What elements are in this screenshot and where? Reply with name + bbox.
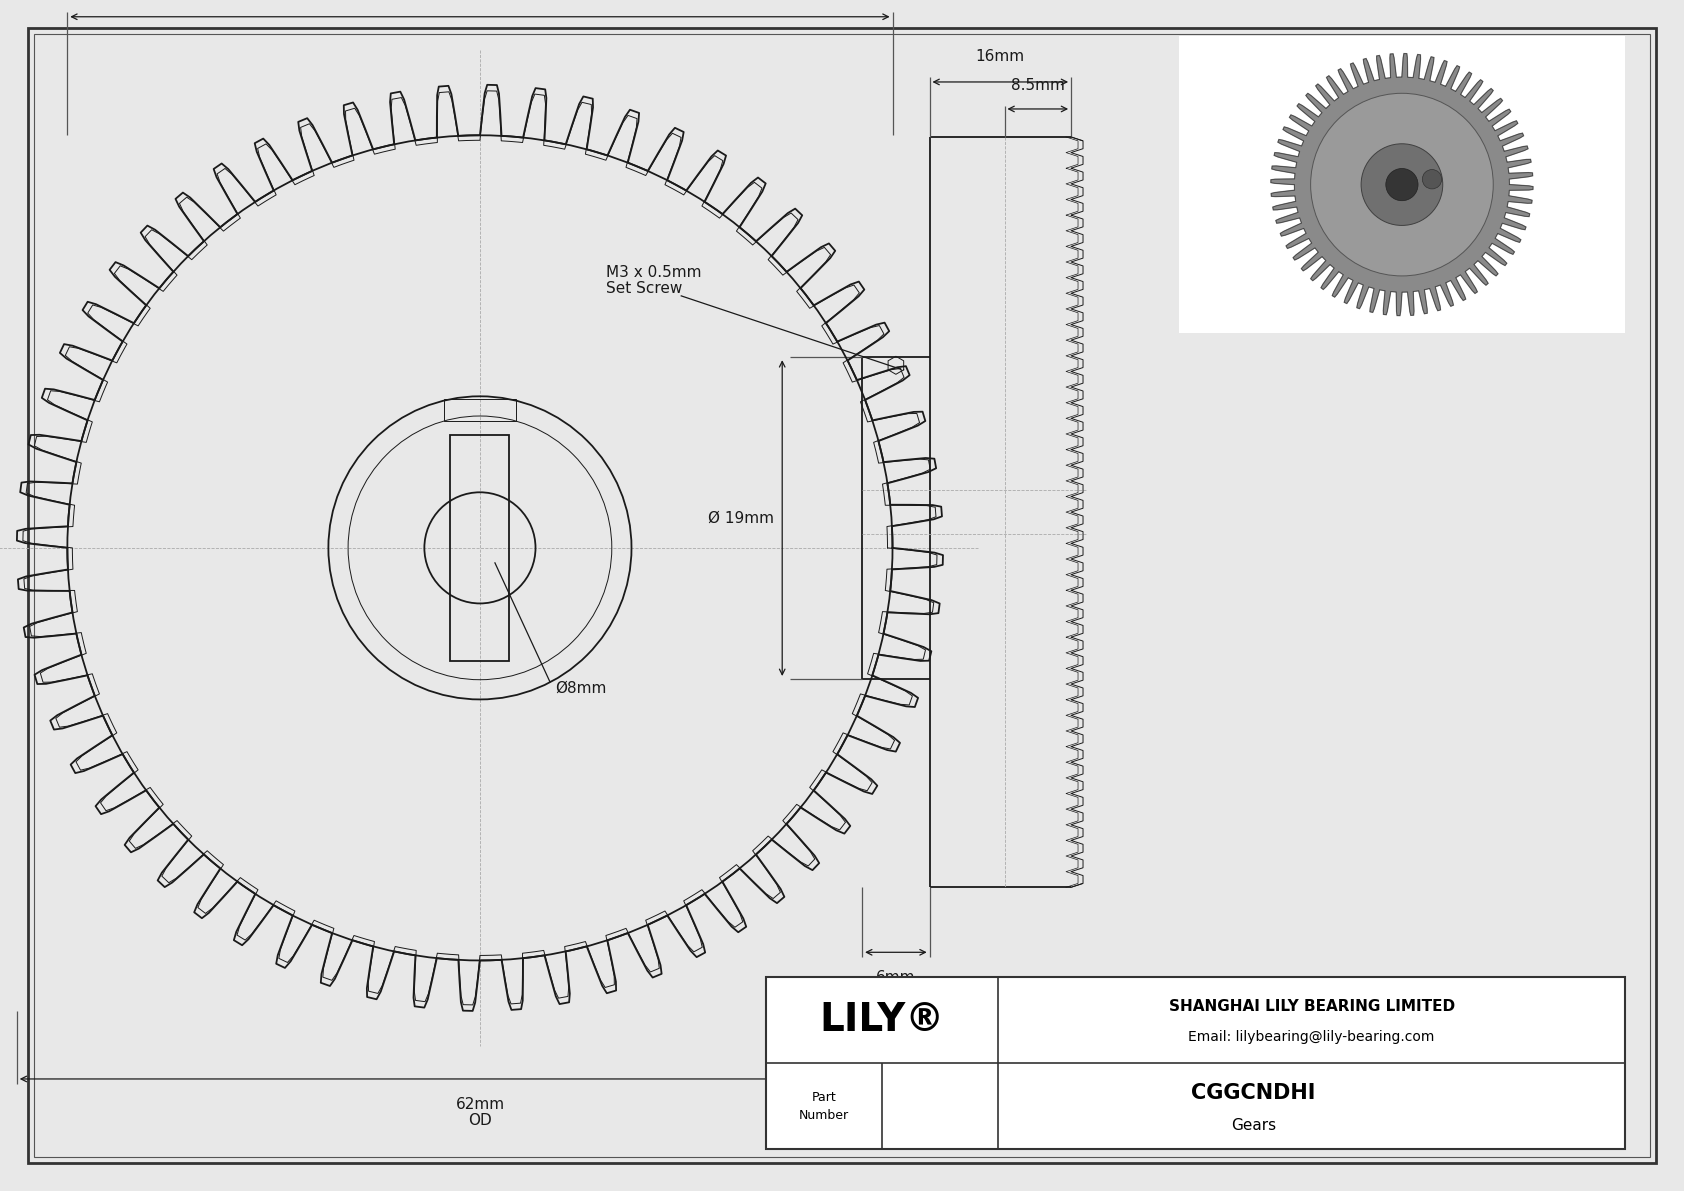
Text: Ø8mm: Ø8mm <box>556 680 606 696</box>
Text: Ø 19mm: Ø 19mm <box>709 511 775 525</box>
Text: Set Screw: Set Screw <box>606 281 682 295</box>
Polygon shape <box>1271 54 1532 316</box>
Bar <box>1179 36 1625 333</box>
Bar <box>450 435 509 661</box>
Text: 8.5mm: 8.5mm <box>1010 77 1064 93</box>
Text: 6mm: 6mm <box>876 971 916 985</box>
Circle shape <box>1423 169 1442 189</box>
Ellipse shape <box>1310 93 1494 276</box>
Bar <box>443 399 515 420</box>
Text: CGGCNDHI: CGGCNDHI <box>1191 1083 1315 1103</box>
Circle shape <box>1361 144 1443 225</box>
Circle shape <box>1386 168 1418 201</box>
Bar <box>766 977 1625 1149</box>
Text: Email: lilybearing@lily-bearing.com: Email: lilybearing@lily-bearing.com <box>1189 1030 1435 1045</box>
Text: 62mm: 62mm <box>455 1097 505 1112</box>
Text: SHANGHAI LILY BEARING LIMITED: SHANGHAI LILY BEARING LIMITED <box>1169 999 1455 1015</box>
Text: 16mm: 16mm <box>975 49 1026 64</box>
Text: M3 x 0.5mm: M3 x 0.5mm <box>606 264 702 280</box>
Text: Gears: Gears <box>1231 1117 1276 1133</box>
Text: LILY®: LILY® <box>820 1000 945 1039</box>
Text: OD: OD <box>468 1112 492 1128</box>
Text: Part
Number: Part Number <box>800 1091 849 1122</box>
